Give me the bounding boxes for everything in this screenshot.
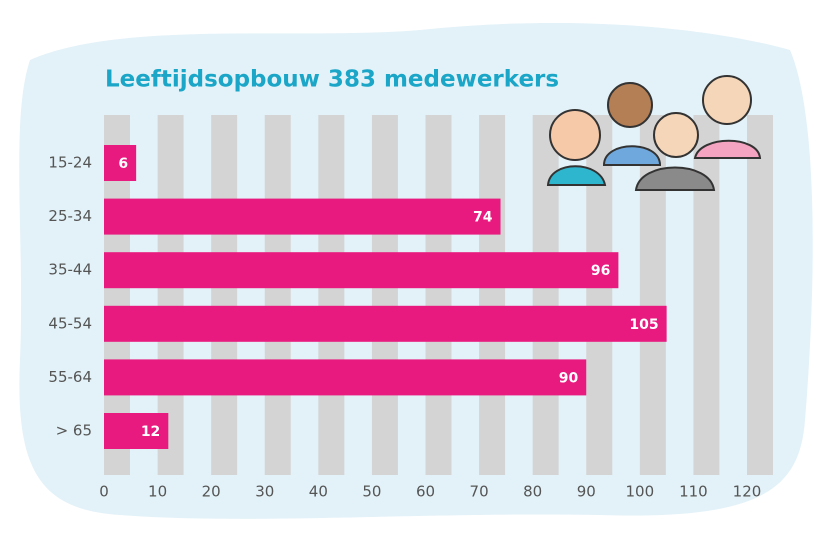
bar <box>104 252 618 288</box>
grid-stripe <box>211 115 237 475</box>
grid-stripe <box>533 115 559 475</box>
grid-stripe <box>265 115 291 475</box>
x-tick-label: 0 <box>99 483 109 501</box>
bar <box>104 199 501 235</box>
y-tick-label: 35-44 <box>48 261 92 279</box>
value-label: 96 <box>591 263 610 279</box>
x-tick-label: 50 <box>362 483 381 501</box>
x-tick-label: 60 <box>416 483 435 501</box>
x-tick-label: 110 <box>679 483 708 501</box>
value-label: 12 <box>141 424 160 440</box>
chart-title: Leeftijdsopbouw 383 medewerkers <box>105 67 559 93</box>
value-label: 6 <box>118 156 128 172</box>
grid-stripe <box>426 115 452 475</box>
bar <box>104 359 586 395</box>
x-tick-label: 120 <box>733 483 762 501</box>
grid-stripe <box>747 115 773 475</box>
grid-stripe <box>693 115 719 475</box>
value-label: 74 <box>473 210 493 226</box>
x-tick-label: 40 <box>309 483 328 501</box>
y-tick-label: 15-24 <box>48 154 92 172</box>
x-tick-label: 70 <box>470 483 489 501</box>
value-label: 105 <box>629 317 658 333</box>
grid-stripe <box>372 115 398 475</box>
value-label: 90 <box>559 370 579 386</box>
chart: Leeftijdsopbouw 383 medewerkers 0 10 20 30 4… <box>0 0 824 535</box>
x-tick-label: 30 <box>255 483 274 501</box>
x-tick-label: 80 <box>523 483 542 501</box>
y-tick-label: 45-54 <box>48 314 92 332</box>
x-tick-label: 10 <box>148 483 167 501</box>
y-tick-label: 25-34 <box>48 207 92 225</box>
x-tick-label: 20 <box>202 483 221 501</box>
bar <box>104 306 667 342</box>
y-tick-label: 55-64 <box>48 368 92 386</box>
x-tick-label: 100 <box>626 483 655 501</box>
y-tick-label: > 65 <box>56 422 92 440</box>
x-tick-label: 90 <box>577 483 596 501</box>
grid-stripe <box>479 115 505 475</box>
grid-stripe <box>318 115 344 475</box>
